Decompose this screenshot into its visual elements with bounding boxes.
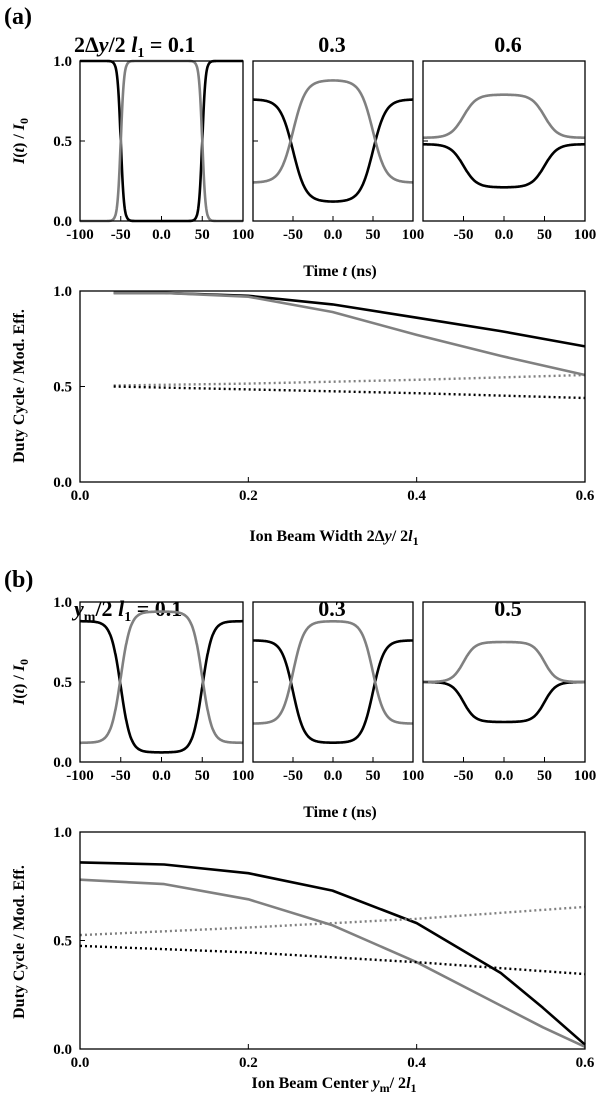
x-tick-label: -100	[66, 768, 94, 784]
panel-a-bottom-ylabel: Duty Cycle / Mod. Eff.	[11, 309, 28, 463]
x-tick-label: -50	[111, 227, 131, 243]
x-tick-label: -100	[66, 227, 94, 243]
y-tick-label: 0.5	[53, 380, 72, 396]
panel-b-top-xlabel: Time t (ns)	[303, 804, 377, 821]
x-tick-label: 0.6	[576, 488, 595, 504]
series-gray-line	[252, 79, 414, 184]
panel-a-subplot2-title: 0.3	[318, 32, 346, 57]
x-tick-label: -50	[283, 768, 303, 784]
panel-b-bottom-xlabel: Ion Beam Center ym/ 2l1	[251, 1075, 416, 1095]
panel-a-letter: (a)	[4, 4, 32, 30]
chart-a-bottom: 0.0 0.2 0.4 0.6 0.0 0.5 1.0	[53, 284, 595, 504]
plot-frame	[422, 601, 586, 763]
panel-b-top-ylabel: I(t) / I0	[11, 659, 31, 706]
x-tick-label: 100	[574, 227, 597, 243]
y-tick-label: 1.0	[53, 284, 72, 300]
chart-b-1: -100 -50 0.0 50 100 0.0 0.5 1.0	[53, 595, 254, 784]
series-black-line	[252, 98, 414, 203]
chart-b-bottom: 0.0 0.2 0.4 0.6 0.0 0.5 1.0	[53, 825, 595, 1071]
x-tick-label: 50	[537, 768, 552, 784]
y-tick-label: 0.5	[53, 934, 72, 950]
series-gray-line	[79, 610, 244, 745]
x-tick-label: 50	[195, 768, 210, 784]
series-black-line	[422, 143, 586, 189]
chart-a-3: -50 0.0 50 100	[422, 60, 597, 243]
y-tick-label: 0.0	[53, 1042, 72, 1058]
series-black-line	[79, 861, 586, 1046]
series-gray-line	[79, 878, 586, 1048]
series-gray-dotted-line	[113, 373, 586, 387]
x-tick-label: 50	[537, 227, 552, 243]
series-black-line	[79, 59, 244, 223]
series-black-dotted-line	[113, 385, 586, 400]
y-tick-label: 1.0	[53, 825, 72, 841]
plot-frame	[79, 290, 586, 483]
x-tick-label: 0.0	[324, 768, 343, 784]
chart-a-2: -50 0.0 50 100	[252, 60, 425, 243]
x-tick-label: 0.2	[239, 1055, 258, 1071]
y-tick-label: 0.5	[53, 675, 72, 691]
series-gray-line	[422, 640, 586, 684]
series-black-line	[422, 680, 586, 724]
panel-b-letter: (b)	[4, 567, 33, 593]
x-tick-label: 0.0	[71, 488, 90, 504]
series-black-line	[252, 639, 414, 744]
series-gray-dotted-line	[79, 905, 586, 937]
x-tick-label: -50	[454, 227, 474, 243]
plot-frame	[252, 601, 414, 763]
panel-a-top-xlabel: Time t (ns)	[303, 263, 377, 280]
y-tick-label: 0.5	[53, 134, 72, 150]
x-tick-label: 0.0	[495, 768, 514, 784]
x-tick-label: 0.0	[152, 227, 171, 243]
x-tick-label: 50	[195, 227, 210, 243]
panel-b-subplot3-title: 0.5	[494, 596, 522, 621]
plot-frame	[79, 60, 244, 222]
x-tick-label: 0.4	[407, 488, 426, 504]
series-gray-line	[422, 93, 586, 139]
y-tick-label: 1.0	[53, 54, 72, 70]
x-tick-label: 100	[402, 227, 425, 243]
panel-a-subplot3-title: 0.6	[494, 32, 522, 57]
x-tick-label: -50	[454, 768, 474, 784]
x-tick-label: 50	[366, 768, 381, 784]
chart-a-1: -100 -50 0.0 50 100 0.0 0.5 1.0	[53, 54, 254, 243]
panel-b-bottom-ylabel: Duty Cycle / Mod. Eff.	[11, 865, 28, 1019]
series-black-dotted-line	[79, 944, 586, 976]
x-tick-label: 50	[366, 227, 381, 243]
x-tick-label: 0.0	[71, 1055, 90, 1071]
series-gray-line	[79, 59, 244, 223]
y-tick-label: 1.0	[53, 595, 72, 611]
plot-frame	[422, 60, 586, 222]
x-tick-label: 0.4	[407, 1055, 426, 1071]
series-gray-line	[252, 620, 414, 725]
series-black-line	[79, 619, 244, 754]
series-gray-line	[113, 291, 586, 377]
x-tick-label: 100	[232, 768, 255, 784]
panel-b-subplot2-title: 0.3	[318, 596, 346, 621]
plot-frame	[252, 60, 414, 222]
x-tick-label: 0.0	[324, 227, 343, 243]
y-tick-label: 0.0	[53, 214, 72, 230]
y-tick-label: 0.0	[53, 755, 72, 771]
chart-b-3: -50 0.0 50 100	[422, 601, 597, 784]
chart-b-2: -50 0.0 50 100	[252, 601, 425, 784]
x-tick-label: 0.0	[495, 227, 514, 243]
y-tick-label: 0.0	[53, 475, 72, 491]
x-tick-label: 0.2	[239, 488, 258, 504]
panel-a-subplot1-title: 2Δy/2 l1 = 0.1	[74, 32, 195, 61]
panel-a-bottom-xlabel: Ion Beam Width 2Δy/ 2l1	[249, 528, 418, 548]
series-black-line	[113, 291, 586, 348]
x-tick-label: -50	[283, 227, 303, 243]
x-tick-label: -50	[111, 768, 131, 784]
x-tick-label: 100	[232, 227, 255, 243]
x-tick-label: 0.6	[576, 1055, 595, 1071]
x-tick-label: 100	[574, 768, 597, 784]
x-tick-label: 0.0	[152, 768, 171, 784]
x-tick-label: 100	[402, 768, 425, 784]
panel-a-top-ylabel: I(t) / I0	[11, 118, 31, 165]
